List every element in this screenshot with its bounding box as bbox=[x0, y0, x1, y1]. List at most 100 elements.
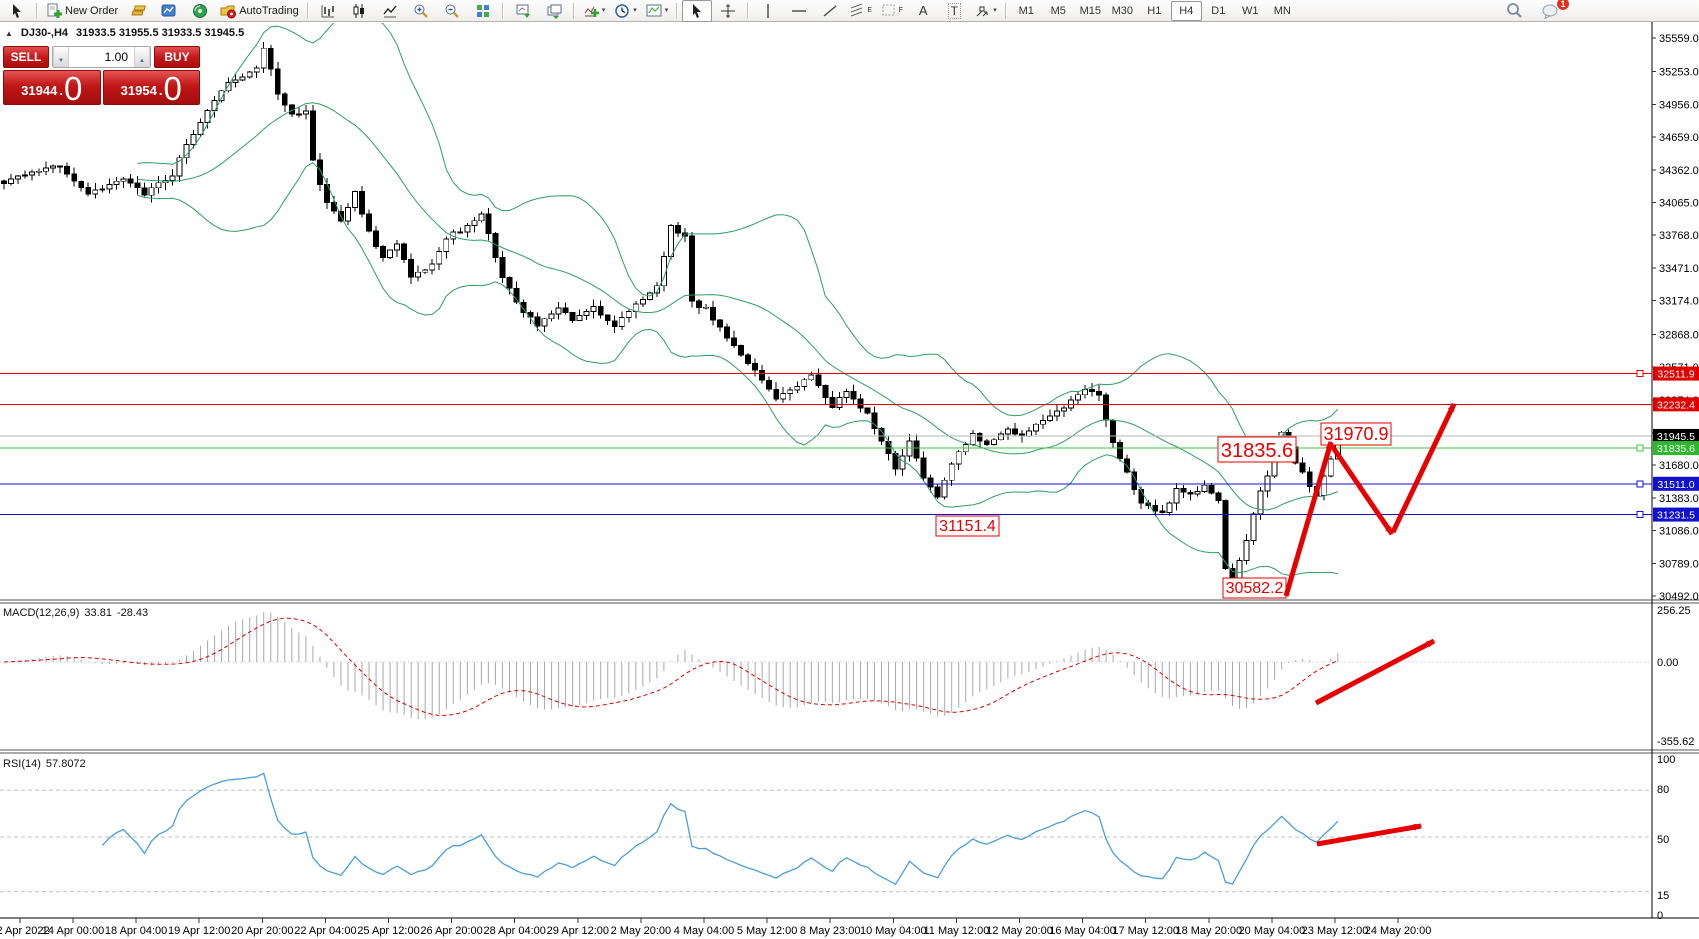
crosshair-tool[interactable] bbox=[713, 0, 743, 22]
line-chart-type-icon[interactable] bbox=[375, 0, 405, 22]
chart-header: ▲ DJ30-,H4 31933.5 31955.5 31933.5 31945… bbox=[5, 27, 244, 39]
text-label-glyph: T bbox=[947, 2, 961, 19]
timeframe-H1[interactable]: H1 bbox=[1147, 4, 1162, 17]
price-axis[interactable]: 35559.0 35253.0 34956.0 34659.0 34362.0 34065… bbox=[1652, 33, 1699, 922]
timeframe-W1[interactable]: W1 bbox=[1242, 4, 1259, 17]
separator bbox=[501, 2, 504, 19]
svg-text:17 May 12:00: 17 May 12:00 bbox=[1112, 925, 1179, 937]
svg-text:33174.0: 33174.0 bbox=[1659, 296, 1699, 308]
separator bbox=[306, 2, 309, 19]
data-window-icon[interactable] bbox=[154, 0, 184, 22]
notifications-icon[interactable]: 1 bbox=[1535, 0, 1570, 22]
cascade-windows-icon[interactable] bbox=[539, 0, 569, 22]
svg-text:0.00: 0.00 bbox=[1657, 657, 1678, 669]
svg-text:12 May 20:00: 12 May 20:00 bbox=[986, 925, 1053, 937]
svg-text:31231.5: 31231.5 bbox=[1657, 510, 1695, 522]
svg-text:31151.4: 31151.4 bbox=[939, 518, 996, 535]
svg-text:31970.9: 31970.9 bbox=[1323, 424, 1388, 444]
buy-price[interactable]: 31954. 0 bbox=[102, 70, 200, 105]
svg-text:23 May 12:00: 23 May 12:00 bbox=[1302, 925, 1369, 937]
svg-text:31086.0: 31086.0 bbox=[1659, 526, 1699, 538]
timeframe-M15[interactable]: M15 bbox=[1079, 4, 1101, 17]
timeframe-M30[interactable]: M30 bbox=[1111, 4, 1133, 17]
sell-price[interactable]: 31944. 0 bbox=[3, 70, 101, 105]
timeframe-M1[interactable]: M1 bbox=[1018, 4, 1034, 17]
svg-text:80: 80 bbox=[1657, 784, 1669, 796]
svg-text:31680.0: 31680.0 bbox=[1659, 460, 1699, 472]
svg-text:31835.6: 31835.6 bbox=[1221, 440, 1293, 462]
svg-text:22 Apr 04:00: 22 Apr 04:00 bbox=[294, 925, 356, 937]
svg-text:256.25: 256.25 bbox=[1657, 605, 1691, 617]
volume-increase-button[interactable]: ▲ bbox=[134, 47, 150, 67]
svg-text:14 Apr 00:00: 14 Apr 00:00 bbox=[42, 925, 104, 937]
indicators-button[interactable]: ▾ bbox=[579, 0, 610, 22]
autotrading-label: AutoTrading bbox=[239, 4, 299, 17]
svg-text:24 May 20:00: 24 May 20:00 bbox=[1365, 925, 1432, 937]
vertical-line-tool[interactable] bbox=[753, 0, 783, 22]
volume-input[interactable] bbox=[69, 47, 134, 67]
channel-tool[interactable]: F bbox=[877, 0, 907, 22]
docking-cursor-icon[interactable] bbox=[2, 0, 32, 22]
chevron-down-icon: ▾ bbox=[993, 7, 997, 14]
market-watch-icon[interactable] bbox=[123, 0, 153, 22]
svg-text:18 Apr 04:00: 18 Apr 04:00 bbox=[105, 925, 167, 937]
svg-text:32868.0: 32868.0 bbox=[1659, 329, 1699, 341]
svg-text:30789.0: 30789.0 bbox=[1659, 558, 1699, 570]
svg-text:100: 100 bbox=[1657, 754, 1675, 766]
separator bbox=[1004, 2, 1007, 19]
timeframe-D1[interactable]: D1 bbox=[1211, 4, 1226, 17]
svg-text:35559.0: 35559.0 bbox=[1659, 33, 1699, 45]
svg-text:8 May 23:00: 8 May 23:00 bbox=[800, 925, 861, 937]
svg-text:31945.5: 31945.5 bbox=[1657, 431, 1695, 443]
text-label-tool[interactable]: T bbox=[939, 0, 969, 22]
sell-button[interactable]: SELL bbox=[3, 46, 49, 68]
price-annotations[interactable]: 31835.6 31970.9 31151.4 30582.2 bbox=[935, 422, 1392, 599]
spin-down-icon: ▼ bbox=[58, 57, 64, 64]
buy-button[interactable]: BUY bbox=[154, 46, 200, 68]
templates-button[interactable]: ▾ bbox=[642, 0, 673, 22]
arrange-windows-icon[interactable] bbox=[508, 0, 538, 22]
rsi-pane bbox=[0, 772, 1652, 893]
separator bbox=[676, 2, 679, 19]
chevron-down-icon: ▾ bbox=[601, 7, 606, 14]
svg-text:-355.62: -355.62 bbox=[1657, 736, 1694, 748]
new-order-button[interactable]: New Order bbox=[42, 1, 122, 21]
svg-text:30492.0: 30492.0 bbox=[1659, 591, 1699, 603]
svg-text:31511.0: 31511.0 bbox=[1657, 479, 1694, 491]
svg-text:19 Apr 12:00: 19 Apr 12:00 bbox=[168, 925, 230, 937]
tile-windows-icon[interactable] bbox=[468, 0, 498, 22]
horizontal-line-tool[interactable] bbox=[784, 0, 814, 22]
zoom-in-icon[interactable] bbox=[406, 0, 436, 22]
navigator-icon[interactable] bbox=[185, 0, 215, 22]
periods-button[interactable]: ▾ bbox=[610, 0, 641, 22]
arrows-tool[interactable]: ▾ bbox=[970, 0, 1001, 22]
timeframe-MN[interactable]: MN bbox=[1273, 4, 1291, 17]
fibonacci-tool[interactable]: E bbox=[846, 0, 876, 22]
candlestick-chart-type-icon[interactable] bbox=[344, 0, 374, 22]
cursor-tool[interactable] bbox=[682, 0, 713, 22]
svg-text:0: 0 bbox=[1657, 910, 1663, 922]
panel-toggle-icon[interactable]: ▲ bbox=[5, 28, 13, 38]
search-icon[interactable] bbox=[1499, 0, 1529, 22]
zoom-out-icon[interactable] bbox=[437, 0, 467, 22]
autotrading-button[interactable]: AutoTrading bbox=[216, 1, 303, 21]
separator bbox=[747, 2, 750, 19]
svg-text:32232.4: 32232.4 bbox=[1657, 399, 1695, 411]
timeframe-H4[interactable]: H4 bbox=[1170, 0, 1202, 21]
timeframe-M5[interactable]: M5 bbox=[1050, 4, 1066, 17]
svg-text:33471.0: 33471.0 bbox=[1659, 263, 1699, 275]
trendline-tool[interactable] bbox=[815, 0, 845, 22]
new-order-label: New Order bbox=[65, 4, 119, 17]
chevron-down-icon: ▾ bbox=[664, 7, 669, 14]
bar-chart-type-icon[interactable] bbox=[313, 0, 343, 22]
trend-arrows[interactable] bbox=[1283, 402, 1457, 847]
volume-decrease-button[interactable]: ▼ bbox=[53, 47, 69, 67]
text-tool[interactable]: A bbox=[908, 0, 938, 22]
spin-up-icon: ▲ bbox=[139, 57, 145, 64]
svg-text:30582.2: 30582.2 bbox=[1226, 580, 1284, 597]
svg-text:11 May 12:00: 11 May 12:00 bbox=[923, 925, 989, 937]
svg-text:31835.6: 31835.6 bbox=[1657, 443, 1695, 455]
svg-text:10 May 04:00: 10 May 04:00 bbox=[860, 925, 927, 937]
